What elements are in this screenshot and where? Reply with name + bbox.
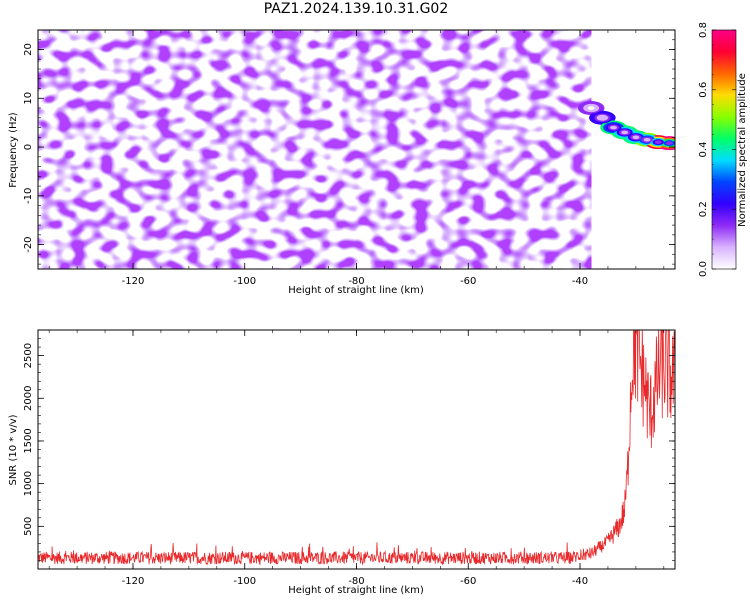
snr-x-axis-label: Height of straight line (km) xyxy=(288,585,424,596)
snr-y-tick-label: 1000 xyxy=(23,471,34,496)
snr-y-axis-label: SNR (10 * v/v) xyxy=(8,414,19,485)
snr-y-tick-label: 2500 xyxy=(23,343,34,368)
spectrogram-y-tick-label: 10 xyxy=(23,92,34,105)
signal-ridge-blob xyxy=(643,137,651,142)
spectrogram-x-tick-label: -80 xyxy=(348,276,364,287)
snr-x-tick-label: -40 xyxy=(572,576,588,587)
spectrogram-y-tick-label: -20 xyxy=(23,236,34,252)
chart-title: PAZ1.2024.139.10.31.G02 xyxy=(263,1,449,17)
spectrogram-x-tick-label: -60 xyxy=(460,276,476,287)
spectrogram-x-tick-label: -100 xyxy=(233,276,256,287)
colorbar-tick-label: 0.8 xyxy=(698,22,709,38)
colorbar-label: Normalized spectral amplitude xyxy=(737,73,748,227)
snr-panel: -120 -100 -80 -60 -40 500 1000 1500 2000 2500 Hei… xyxy=(8,329,676,596)
colorbar-tick-label: 0.0 xyxy=(698,261,709,277)
snr-x-tick-label: -80 xyxy=(348,576,364,587)
snr-plot-area xyxy=(38,330,675,569)
signal-ridge-blob xyxy=(665,141,673,145)
signal-ridge-blob xyxy=(621,130,629,135)
colorbar: 0.0 0.2 0.4 0.6 0.8 Normalized spectral ampl… xyxy=(698,22,748,277)
spectrogram-y-tick-label: 20 xyxy=(23,43,34,56)
signal-ridge-blob xyxy=(632,135,640,140)
snr-x-tick-label: -60 xyxy=(460,576,476,587)
signal-ridge-blob xyxy=(598,115,606,120)
signal-ridge-blob xyxy=(610,125,617,130)
snr-y-tick-label: 500 xyxy=(23,517,34,536)
snr-x-tick-label: -100 xyxy=(233,576,256,587)
colorbar-tick-label: 0.6 xyxy=(698,82,709,98)
signal-ridge-blob xyxy=(587,106,595,110)
snr-x-tick-label: -120 xyxy=(122,576,145,587)
spectrogram-x-tick-label: -120 xyxy=(122,276,145,287)
spectrogram-y-axis-label: Frequency (Hz) xyxy=(8,112,19,188)
signal-ridge-blob xyxy=(654,140,662,144)
spectrogram-y-tick-label: 0 xyxy=(23,144,34,150)
signal-ridge xyxy=(577,101,675,151)
snr-y-tick-label: 2000 xyxy=(23,386,34,411)
spectrogram-noise xyxy=(38,30,592,269)
colorbar-tick-label: 0.4 xyxy=(698,142,709,158)
colorbar-tick-label: 0.2 xyxy=(698,201,709,217)
spectrogram-x-tick-label: -40 xyxy=(572,276,588,287)
spectrogram-y-tick-label: -10 xyxy=(23,188,34,204)
spectrogram-x-axis-label: Height of straight line (km) xyxy=(288,285,424,296)
snr-y-tick-label: 1500 xyxy=(23,428,34,453)
snr-series-line xyxy=(38,330,675,566)
